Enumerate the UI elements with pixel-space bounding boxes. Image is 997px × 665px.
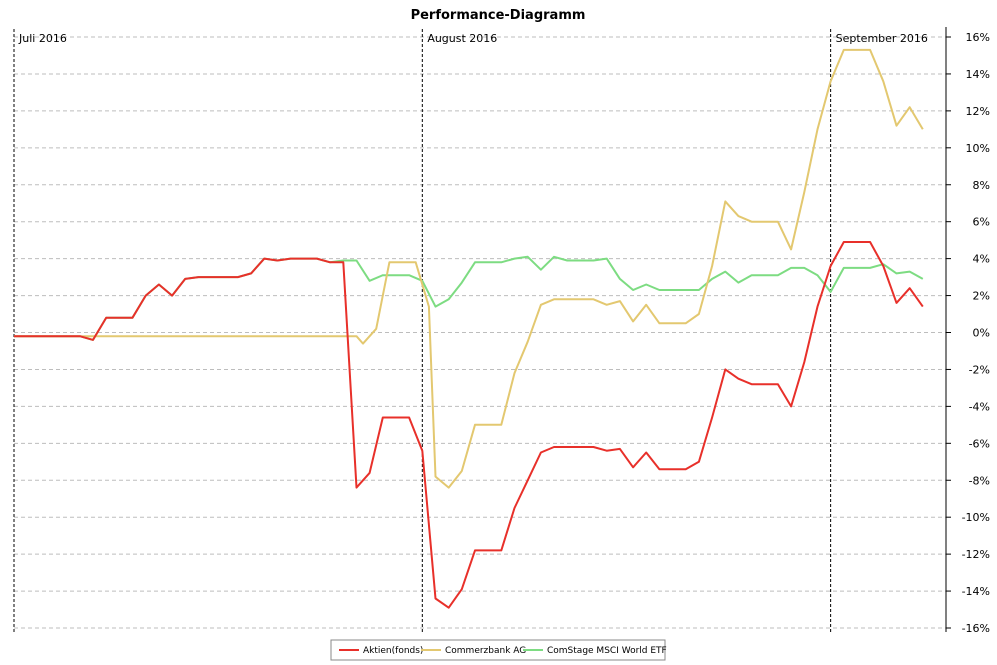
series-line-1 [14, 241, 924, 609]
y-tick-label: 0% [973, 327, 990, 340]
legend-label: ComStage MSCI World ETF [547, 646, 667, 656]
legend-label: Commerzbank AG [445, 646, 526, 656]
y-tick-label: -10% [962, 511, 990, 524]
legend-label: Aktien(fonds) [363, 646, 423, 656]
y-tick-label: -14% [962, 585, 990, 598]
y-tick-label: 8% [973, 179, 990, 192]
y-tick-label: 4% [973, 253, 990, 266]
month-label: Juli 2016 [18, 32, 67, 45]
month-label: September 2016 [836, 32, 928, 45]
series-line-3 [14, 255, 924, 341]
y-tick-label: -8% [969, 474, 990, 487]
y-tick-label: 2% [973, 290, 990, 303]
y-tick-label: 12% [966, 105, 990, 118]
y-tick-label: -16% [962, 622, 990, 635]
y-tick-label: -6% [969, 437, 990, 450]
grid-layer [14, 36, 946, 629]
month-label: August 2016 [427, 32, 497, 45]
y-tick-label: -12% [962, 548, 990, 561]
y-tick-label: 10% [966, 142, 990, 155]
y-tick-label: 6% [973, 216, 990, 229]
y-tick-label: -4% [969, 400, 990, 413]
y-tick-label: -2% [969, 363, 990, 376]
series-line-2 [14, 48, 924, 489]
legend-box [330, 639, 666, 661]
month-layer: Juli 2016 August 2016 September 2016 [13, 29, 928, 632]
legend: Aktien(fonds) Commerzbank AG ComStage MSCI… [330, 639, 667, 661]
axis-layer: -16% -14% -12% -10% -8% -6% -4% -2% 0% 2% 4% 6% 8% 10… [945, 27, 990, 635]
y-tick-label: 14% [966, 68, 990, 81]
y-tick-label: 16% [966, 31, 990, 44]
series-layer [14, 48, 924, 609]
chart-title: Performance-Diagramm [411, 8, 586, 23]
